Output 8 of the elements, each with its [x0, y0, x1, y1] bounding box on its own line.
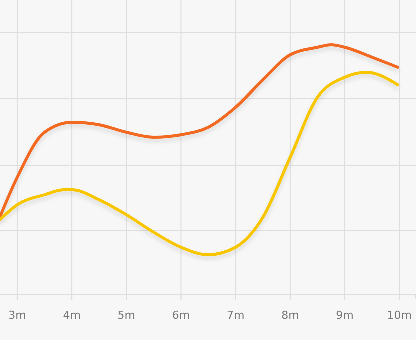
x-tick-label: 6m — [172, 308, 190, 322]
x-tick-label: 4m — [63, 308, 81, 322]
x-tick-label: 3m — [8, 308, 26, 322]
x-tick-label: 5m — [118, 308, 136, 322]
x-tick-label: 10m — [387, 308, 412, 322]
x-tick-label: 8m — [282, 308, 300, 322]
x-tick-label: 9m — [336, 308, 354, 322]
x-tick-label: 7m — [226, 308, 245, 322]
